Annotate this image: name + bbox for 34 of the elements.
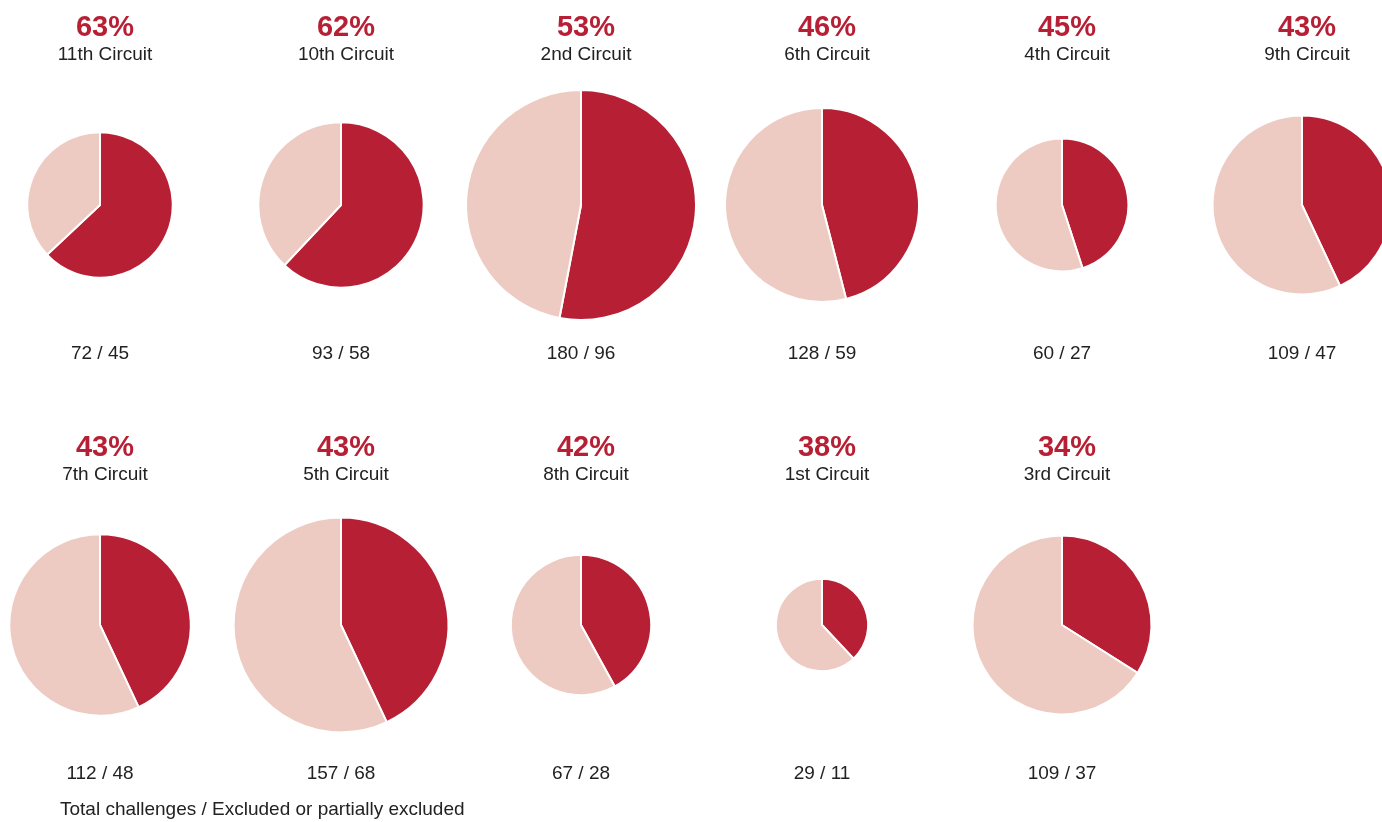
chart-subtitle: 4th Circuit — [1024, 43, 1111, 64]
chart-subtitle: 10th Circuit — [297, 43, 395, 64]
chart-subtitle: 6th Circuit — [784, 43, 871, 64]
chart-title: 46% — [797, 9, 857, 42]
chart-title: 45% — [1037, 9, 1097, 42]
text: 157 / 68 — [306, 762, 376, 783]
chart-title: 43% — [316, 429, 376, 462]
chart-subtitle: 5th Circuit — [303, 463, 390, 484]
text: 93 / 58 — [311, 342, 371, 363]
chart-subtitle: 9th Circuit — [1264, 43, 1351, 64]
text: 112 / 48 — [66, 762, 134, 783]
chart-subtitle: 11th Circuit — [57, 43, 154, 64]
chart-title: 43% — [1277, 9, 1337, 42]
chart-title: 63% — [75, 9, 135, 42]
text: 128 / 59 — [787, 342, 857, 363]
text: 67 / 28 — [551, 762, 611, 783]
text: 180 / 96 — [546, 342, 616, 363]
chart-subtitle: 1st Circuit — [784, 463, 870, 484]
text: 29 / 11 — [793, 762, 851, 783]
text: 109 / 37 — [1027, 762, 1097, 783]
chart-subtitle: 3rd Circuit — [1023, 463, 1112, 484]
text: Total challenges / Excluded or partially excluded — [60, 798, 465, 820]
chart-subtitle: 8th Circuit — [543, 463, 630, 484]
text: 72 / 45 — [70, 342, 130, 363]
chart-subtitle: 2nd Circuit — [540, 43, 633, 64]
chart-title: 53% — [556, 9, 616, 42]
text: 109 / 47 — [1267, 342, 1337, 363]
chart-title: 34% — [1037, 429, 1097, 462]
chart-title: 43% — [75, 429, 135, 462]
chart-title: 38% — [797, 429, 857, 462]
chart-title: 62% — [316, 9, 376, 42]
chart-subtitle: 7th Circuit — [62, 463, 149, 484]
text: 60 / 27 — [1032, 342, 1092, 363]
chart-title: 42% — [556, 429, 616, 462]
